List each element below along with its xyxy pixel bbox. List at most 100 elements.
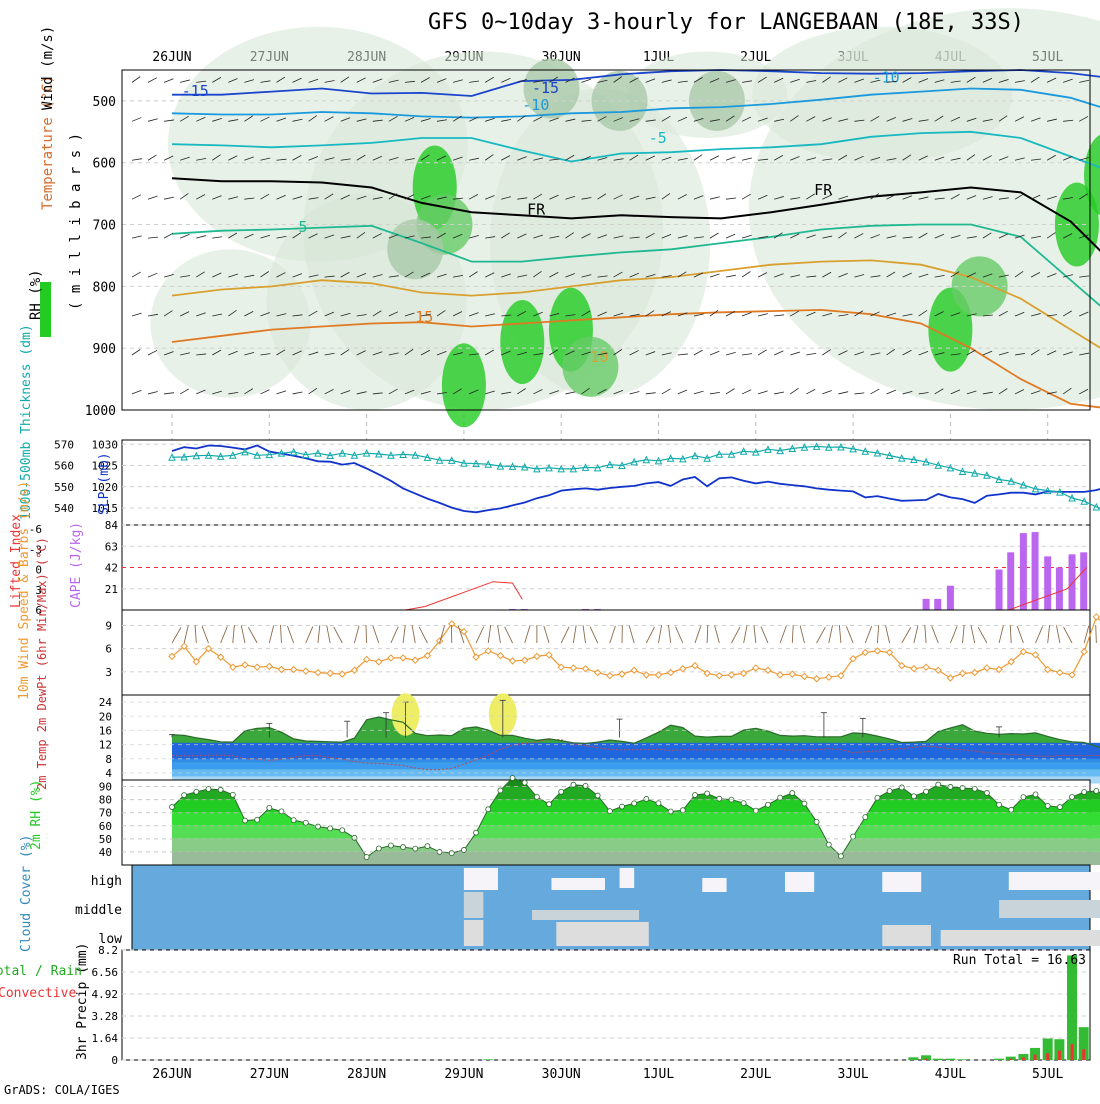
isotherm-label: FR [814,181,833,199]
precip-convective-bar [1082,1049,1085,1060]
rh-patch [562,337,618,397]
precip-convective-bar [1009,1059,1012,1060]
rh-band [172,852,1100,865]
pressure-tick-label: 500 [93,95,116,110]
rh-marker [230,792,235,797]
precip-total-rain-label: Total / Rain [0,964,82,979]
cape-ylabel: CAPE (J/kg) [69,522,84,608]
rh-marker [765,802,770,807]
isotherm-label: -15 [182,82,209,100]
temp-tick-label: 12 [99,739,112,752]
wind-tick-label: 6 [105,643,112,656]
date-label-bottom: 5JUL [1032,1067,1063,1082]
precip-ylabel: 3hr Precip (mm) [75,943,90,1060]
wind-barb [707,625,708,643]
precip-total-bar [945,1059,955,1060]
cloud-high-block [785,872,814,892]
dewpoint-band [172,762,1100,769]
rh-patch [387,219,443,279]
wind-tick-label: 3 [105,666,112,679]
rh-marker [242,818,247,823]
pressure-tick-label: 1000 [85,404,116,419]
rh-marker [522,780,527,785]
slp-ylabel: SLP (mb) [97,452,112,515]
isotherm-label: 10 [590,348,608,366]
rh-marker [741,801,746,806]
rh-marker [1033,792,1038,797]
precip-total-bar [483,1059,493,1060]
rh-marker [705,791,710,796]
rh-marker [997,802,1002,807]
rh-marker [814,819,819,824]
rh-marker [656,801,661,806]
precip-total-bar [908,1057,918,1060]
rh-marker [255,817,260,822]
precip-total-bar [933,1059,943,1060]
date-label-bottom: 29JUN [444,1067,483,1082]
chart-title: GFS 0~10day 3-hourly for LANGEBAAN (18E,… [428,10,1024,35]
upper-air-units: ( m i l l i b a r s ) [68,133,84,310]
temp-tick-label: 16 [99,724,112,737]
rh-marker [547,802,552,807]
date-label-bottom: 2JUL [740,1067,771,1082]
rh-marker [790,791,795,796]
rh-marker [620,804,625,809]
cape-bar [1044,556,1051,610]
cape-bar [1069,554,1076,610]
precip-convective-bar [1022,1057,1025,1060]
rh-marker [376,846,381,851]
pressure-tick-label: 800 [93,280,116,295]
cloud-low-block [556,922,648,946]
rh-tick-label: 50 [99,833,112,846]
cape-tick-label: 21 [105,583,118,596]
rh-marker [510,776,515,781]
rh-marker [449,850,454,855]
thickness-tick-label: 570 [54,438,74,451]
cape-tick-label: 42 [105,562,118,575]
rh-marker [401,845,406,850]
wind-barb [366,625,367,643]
rh-band [172,826,1100,839]
slp-tick-label: 1030 [92,438,119,451]
date-label-bottom: 3JUL [837,1067,868,1082]
rh-marker [826,842,831,847]
cape-bar [947,586,954,610]
rh-marker [206,787,211,792]
rh-marker [461,847,466,852]
cloud-high-block [702,878,726,892]
precip-tick-label: 6.56 [92,966,119,979]
precip-frame [122,950,1090,1060]
pressure-tick-label: 600 [93,157,116,172]
date-label-bottom: 26JUN [152,1067,191,1082]
rh-marker [474,830,479,835]
isotherm-label: -10 [522,96,549,114]
rh-marker [668,809,673,814]
rh-marker [887,788,892,793]
cape-bar [1056,568,1063,611]
rh-marker [1009,807,1014,812]
rh-marker [534,794,539,799]
rh-marker [425,844,430,849]
precip-tick-label: 3.28 [92,1010,119,1023]
wind-frame [122,610,1090,695]
cloud-high-block [1009,872,1100,890]
rh-marker [1082,790,1087,795]
rh-marker [1094,788,1099,793]
rh-marker [559,789,564,794]
precip-convective-bar [1071,1044,1074,1060]
upper-air-ylabel: RH (%) [28,269,44,320]
rh-marker [1070,795,1075,800]
rh-marker [340,828,345,833]
precip-convective-bar [1046,1053,1049,1060]
rh-tick-label: 70 [99,807,112,820]
cape-tick-label: 84 [105,519,119,532]
rh-marker [863,815,868,820]
rh-marker [352,835,357,840]
precip-convective-label: Convective [0,986,76,1001]
temp-tick-label: 24 [99,696,113,709]
rh-marker [644,796,649,801]
rh-marker [315,824,320,829]
cape-tick-label: 63 [105,540,118,553]
precip-tick-label: 1.64 [92,1032,119,1045]
cape-bar [996,570,1003,610]
